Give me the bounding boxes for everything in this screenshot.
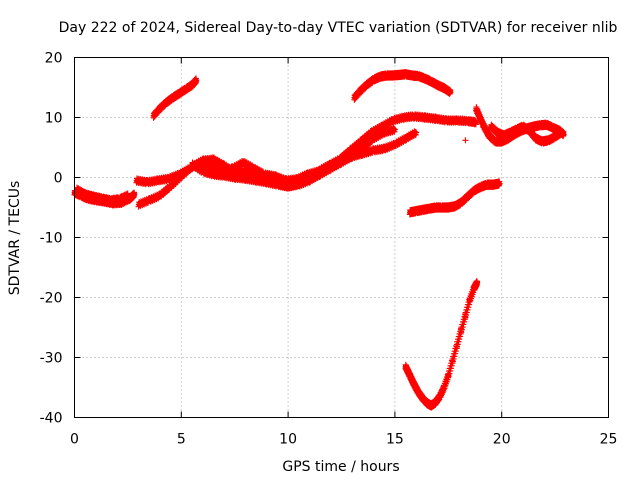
series-points: [488, 121, 565, 147]
series-points: [406, 178, 503, 218]
x-axis-label: GPS time / hours: [282, 459, 399, 475]
y-tick-label: -10: [40, 231, 63, 247]
series-points: [188, 124, 398, 192]
chart-title: Day 222 of 2024, Sidereal Day-to-day VTE…: [59, 20, 618, 36]
y-tick-label: 20: [45, 51, 63, 67]
series-trace-mid-negative: [406, 178, 503, 218]
series-points: [150, 75, 200, 121]
y-tick-label: 0: [54, 171, 63, 187]
y-tick-label: -40: [40, 411, 63, 427]
series-points: [402, 278, 481, 411]
x-tick-label: 20: [493, 432, 511, 448]
plot-frame: [74, 57, 609, 418]
series-points: [351, 69, 454, 103]
x-tick-label: 5: [177, 432, 186, 448]
y-axis-tick-labels: -40 -30 -20 -10 0 10 20: [40, 51, 63, 427]
y-axis-label: SDTVAR / TECUs: [7, 181, 23, 296]
series-points: [462, 137, 469, 144]
x-tick-label: 0: [70, 432, 79, 448]
series-trace-dip: [402, 278, 481, 411]
series-trace-upper-left: [150, 75, 200, 121]
y-tick-label: -20: [40, 291, 63, 307]
y-tick-label: -30: [40, 351, 63, 367]
series-points: [73, 184, 131, 206]
data-series: [71, 69, 567, 411]
x-axis-tick-labels: 0 5 10 15 20 25: [70, 432, 617, 448]
series-trace-early-b: [73, 184, 131, 206]
series-outlier: [462, 137, 469, 144]
series-trace-main-c: [188, 124, 398, 192]
x-tick-label: 15: [386, 432, 404, 448]
x-tick-label: 25: [600, 432, 618, 448]
series-trace-right-b: [488, 121, 565, 147]
x-tick-label: 10: [279, 432, 297, 448]
y-tick-label: 10: [45, 111, 63, 127]
series-trace-upper-mid: [351, 69, 454, 103]
